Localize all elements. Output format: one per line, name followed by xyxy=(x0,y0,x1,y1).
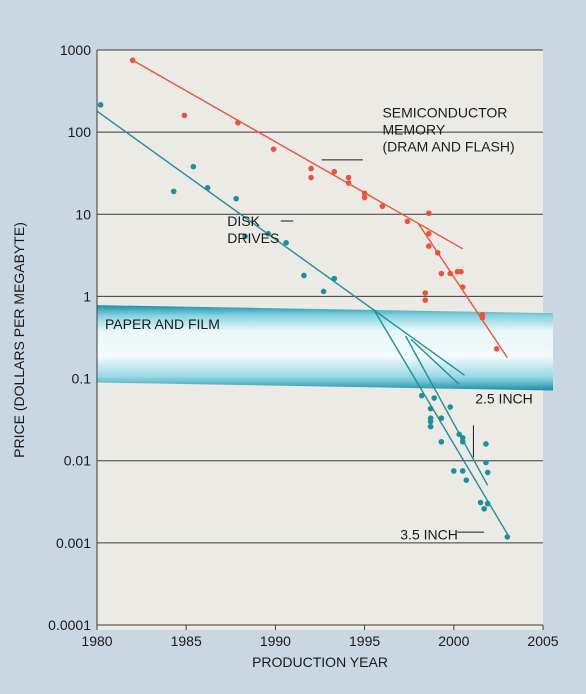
data-point xyxy=(242,233,248,240)
annotations: SEMICONDUCTOR MEMORY (DRAM AND FLASH) DISK D… xyxy=(227,105,533,543)
data-point xyxy=(484,469,491,476)
trend-line xyxy=(405,335,489,486)
data-point xyxy=(426,230,432,237)
data-point xyxy=(345,180,352,186)
annotation-line: 3.5 INCH xyxy=(400,526,458,542)
data-point xyxy=(431,395,437,401)
data-point xyxy=(361,190,368,197)
y-tick-label: 100 xyxy=(68,124,92,140)
data-point xyxy=(129,57,136,64)
band-shape xyxy=(97,305,553,391)
y-tick-label: 10 xyxy=(75,206,91,222)
x-tick-label: 2000 xyxy=(438,633,469,649)
data-point xyxy=(265,230,272,237)
data-point xyxy=(459,284,466,290)
data-point xyxy=(459,438,466,445)
data-point xyxy=(283,239,289,246)
data-point xyxy=(477,499,484,506)
data-point xyxy=(504,534,511,540)
x-tick-label: 1985 xyxy=(171,633,202,649)
y-tick-label: 1000 xyxy=(60,42,91,58)
data-point xyxy=(422,297,429,303)
data-point xyxy=(379,203,386,210)
data-point xyxy=(459,468,466,474)
data-point xyxy=(426,243,432,249)
annotation-text: 3.5 INCH xyxy=(400,526,458,542)
data-point xyxy=(270,146,277,152)
data-point xyxy=(345,174,352,181)
data-point xyxy=(170,188,177,195)
data-point xyxy=(190,163,197,170)
trend-line xyxy=(132,59,464,250)
annotation-text: SEMICONDUCTOR MEMORY (DRAM AND FLASH) xyxy=(382,105,514,155)
data-point xyxy=(438,438,445,445)
data-point xyxy=(427,418,434,425)
data-point xyxy=(458,268,464,275)
y-tick-label: 0.001 xyxy=(56,535,91,551)
data-point xyxy=(481,505,487,512)
annotation-text: DISK DRIVES xyxy=(227,213,279,246)
data-point xyxy=(427,405,434,412)
data-point xyxy=(456,431,462,438)
data-point xyxy=(301,272,307,279)
annotation-line: DISK xyxy=(227,213,260,229)
data-point xyxy=(451,468,457,474)
data-point xyxy=(233,195,239,202)
x-tick-label: 2005 xyxy=(527,633,558,649)
y-tick-label: 0.0001 xyxy=(48,617,91,633)
data-point xyxy=(434,249,441,256)
annotation-line: (DRAM AND FLASH) xyxy=(382,139,514,155)
x-tick-label: 1990 xyxy=(260,633,291,649)
data-point xyxy=(427,423,434,430)
data-point xyxy=(447,404,454,410)
data-point xyxy=(308,174,314,181)
data-point xyxy=(404,218,411,225)
trend-line xyxy=(417,222,508,358)
data-point xyxy=(331,275,338,282)
annotation-line: 2.5 INCH xyxy=(475,390,533,406)
axes: 0.0001 0.001 0.01 0.1 1 10 100 1000 1980 1985 1990… xyxy=(48,42,559,649)
y-tick-label: 0.01 xyxy=(64,453,91,469)
band-label: PAPER AND FILM xyxy=(105,316,220,332)
x-tick-label: 1995 xyxy=(349,633,380,649)
y-axis-label: PRICE (DOLLARS PER MEGABYTE) xyxy=(11,222,27,458)
data-point xyxy=(308,165,314,172)
data-points xyxy=(97,57,511,540)
data-point xyxy=(204,185,211,191)
data-point xyxy=(463,477,470,483)
data-point xyxy=(483,441,489,447)
x-axis-label: PRODUCTION YEAR xyxy=(252,654,388,670)
annotation-line: MEMORY xyxy=(382,122,445,138)
data-point xyxy=(438,415,445,421)
data-point xyxy=(422,290,429,296)
data-point xyxy=(181,112,188,119)
data-point xyxy=(459,435,466,441)
data-point xyxy=(331,168,338,175)
data-point xyxy=(418,392,425,399)
paper-and-film-band: PAPER AND FILM xyxy=(97,305,553,391)
data-point xyxy=(479,314,486,321)
annotation-line: DRIVES xyxy=(227,230,279,246)
data-point xyxy=(483,459,489,466)
data-point xyxy=(320,288,327,295)
trend-lines xyxy=(96,59,510,538)
trend-line xyxy=(410,338,460,385)
data-point xyxy=(235,119,241,126)
annotation-line: SEMICONDUCTOR xyxy=(382,105,507,121)
data-point xyxy=(493,346,500,352)
y-tick-label: 0.1 xyxy=(72,371,92,387)
y-tick-label: 1 xyxy=(83,288,91,304)
data-point xyxy=(447,270,454,277)
annotation-text: 2.5 INCH xyxy=(475,390,533,406)
data-point xyxy=(438,270,445,277)
data-point xyxy=(484,500,491,507)
data-point xyxy=(361,194,368,201)
data-point xyxy=(97,102,104,108)
data-point xyxy=(426,210,432,217)
trend-line xyxy=(96,110,465,376)
trend-line xyxy=(372,308,510,538)
x-tick-label: 1980 xyxy=(81,633,112,649)
